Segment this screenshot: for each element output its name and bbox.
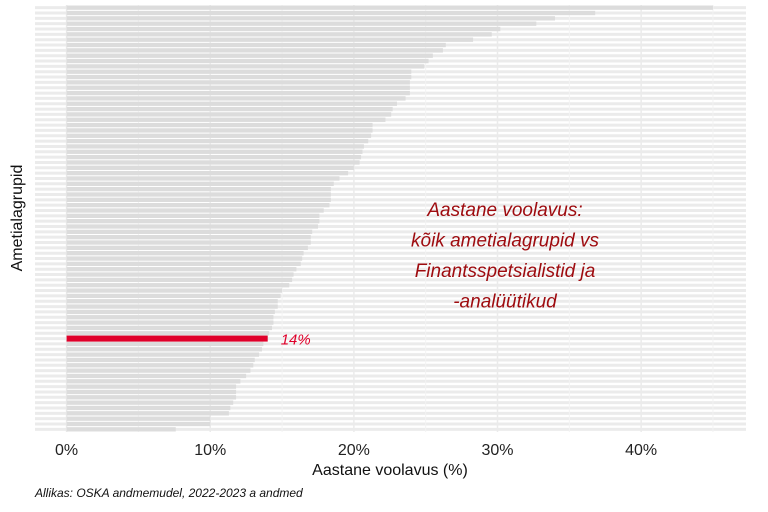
bar <box>66 304 278 309</box>
bar <box>66 400 234 405</box>
grid-lines <box>35 5 746 432</box>
bar <box>66 421 211 427</box>
bar <box>66 240 311 245</box>
bar <box>66 347 262 352</box>
bar <box>66 74 412 80</box>
bar <box>66 144 364 149</box>
bar <box>66 389 237 395</box>
bar <box>66 96 406 101</box>
highlight-label: 14% <box>281 332 311 349</box>
bar <box>66 154 362 160</box>
bar <box>66 405 231 411</box>
bar <box>66 170 349 176</box>
bar <box>66 16 555 21</box>
bar <box>66 288 283 293</box>
bar <box>66 331 270 336</box>
bar <box>66 165 354 170</box>
bar <box>66 160 360 165</box>
bar <box>66 192 331 197</box>
bar <box>66 272 294 277</box>
bar <box>66 208 324 213</box>
bar <box>66 357 255 363</box>
bar <box>66 256 303 261</box>
bar-series <box>66 5 713 432</box>
bar <box>66 320 274 325</box>
x-axis-title: Aastane voolavus (%) <box>312 462 468 479</box>
source-note: Allikas: OSKA andmemudel, 2022-2023 a an… <box>35 486 303 500</box>
annotation-line: Finantsspetsialistid ja <box>415 261 596 282</box>
bar <box>66 379 241 384</box>
bar <box>66 117 386 122</box>
bar <box>66 128 373 133</box>
bar <box>66 363 254 368</box>
bar <box>66 21 537 26</box>
bar <box>66 138 369 144</box>
bar <box>66 341 264 347</box>
bar <box>66 26 501 32</box>
bar <box>66 213 320 218</box>
bar <box>66 229 313 235</box>
bar <box>66 10 596 16</box>
highlight-layer: 14% <box>66 332 311 349</box>
x-tick-label: 20% <box>338 442 370 459</box>
bar <box>66 80 410 85</box>
bar <box>66 122 373 128</box>
bar <box>66 133 372 138</box>
x-axis-ticks: 0% 10% 20% 30% 40% <box>55 442 657 459</box>
bar <box>66 112 392 117</box>
highlight-bar <box>66 335 268 342</box>
bar <box>66 325 272 331</box>
bar <box>66 416 211 421</box>
x-tick-label: 0% <box>55 442 78 459</box>
x-tick-label: 40% <box>625 442 657 459</box>
chart-annotation: Aastane voolavus: kõik ametialagrupid vs F… <box>411 200 599 313</box>
bar <box>66 64 425 69</box>
bar <box>66 395 237 400</box>
bar <box>66 245 308 251</box>
bar <box>66 267 297 272</box>
bar <box>66 373 247 379</box>
bar <box>66 58 429 64</box>
annotation-line: -analüütikud <box>453 292 558 313</box>
bar <box>66 69 412 74</box>
bar <box>66 85 410 90</box>
bar <box>66 368 251 373</box>
bar <box>66 235 311 240</box>
bar <box>66 283 290 288</box>
bar <box>66 197 331 202</box>
bar <box>66 309 275 315</box>
annotation-line: Aastane voolavus: <box>426 200 582 221</box>
bar <box>66 277 293 283</box>
bar <box>66 427 176 432</box>
y-axis-title: Ametialagrupid <box>9 165 26 272</box>
bar <box>66 106 393 112</box>
bar <box>66 53 433 58</box>
bar <box>66 101 397 106</box>
bar <box>66 202 330 208</box>
bar <box>66 186 331 192</box>
bar <box>66 293 281 299</box>
bar <box>66 176 340 181</box>
bar <box>66 90 410 96</box>
bar <box>66 5 713 10</box>
bar <box>66 251 304 256</box>
bar <box>66 42 446 48</box>
bar <box>66 384 237 389</box>
bar <box>66 219 320 224</box>
bar <box>66 315 274 320</box>
annotation-line: kõik ametialagrupid vs <box>411 231 599 252</box>
bar <box>66 149 363 154</box>
bar <box>66 411 229 416</box>
bar <box>66 32 492 37</box>
bar <box>66 37 474 42</box>
bar <box>66 299 278 304</box>
x-tick-label: 30% <box>481 442 513 459</box>
x-tick-label: 10% <box>194 442 226 459</box>
bar <box>66 224 318 229</box>
bar <box>66 48 443 53</box>
bar <box>66 261 301 267</box>
bar <box>66 352 260 357</box>
bar <box>66 181 334 186</box>
